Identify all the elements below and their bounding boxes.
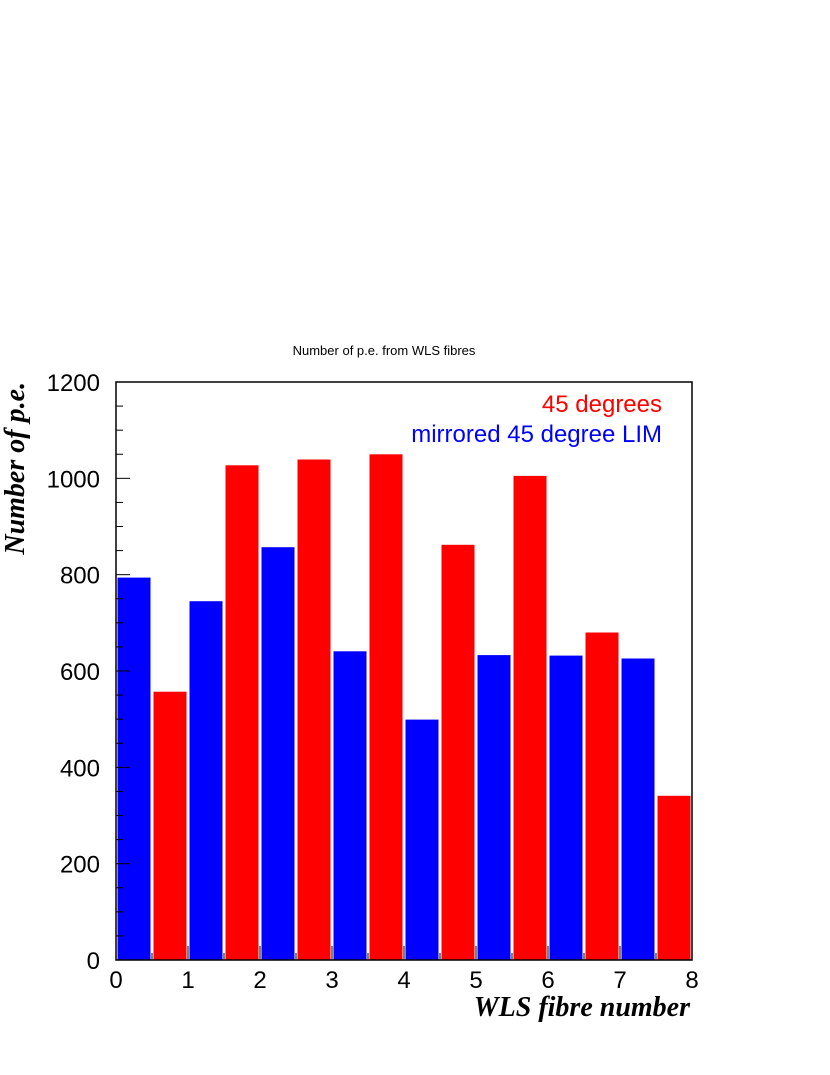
x-tick-label: 0 xyxy=(109,967,122,994)
x-axis-title: WLS fibre number xyxy=(474,992,691,1023)
tick-labels-layer: 0 1 2 3 4 5 6 7 8 0 200 400 600 800 1000 1200 xyxy=(47,370,699,994)
bar-series-1-6 xyxy=(549,655,583,960)
x-tick-label: 8 xyxy=(685,967,698,994)
y-tick-label: 1200 xyxy=(47,370,100,397)
bar-series-0-0 xyxy=(153,691,187,960)
bar-series-1-3 xyxy=(333,651,367,960)
y-tick-label: 400 xyxy=(60,755,100,782)
bar-series-0-6 xyxy=(585,632,619,960)
bar-series-0-5 xyxy=(513,475,547,960)
x-tick-label: 5 xyxy=(469,967,482,994)
bar-series-1-2 xyxy=(261,547,295,960)
y-axis-title: Number of p.e. xyxy=(0,382,31,556)
bar-series-1-4 xyxy=(405,719,439,960)
bars-layer xyxy=(117,454,691,961)
legend-entry-mirrored-lim: mirrored 45 degree LIM xyxy=(411,421,662,448)
x-tick-label: 2 xyxy=(253,967,266,994)
bar-series-0-3 xyxy=(369,454,403,961)
y-tick-label: 200 xyxy=(60,852,100,879)
bar-series-1-7 xyxy=(621,658,655,960)
x-tick-label: 7 xyxy=(613,967,626,994)
bar-series-1-0 xyxy=(117,577,151,960)
legend-entry-45-degrees: 45 degrees xyxy=(542,391,662,418)
plot-frame xyxy=(115,381,693,961)
bar-series-1-5 xyxy=(477,655,511,960)
y-tick-label: 1000 xyxy=(47,466,100,493)
y-tick-label: 800 xyxy=(60,563,100,590)
bar-series-0-7 xyxy=(657,795,691,960)
y-tick-label: 0 xyxy=(87,948,100,975)
bar-series-0-2 xyxy=(297,459,331,960)
chart-title: Number of p.e. from WLS fibres xyxy=(293,343,476,358)
bar-series-0-1 xyxy=(225,465,259,960)
x-tick-label: 6 xyxy=(541,967,554,994)
bar-series-0-4 xyxy=(441,544,475,960)
x-tick-label: 1 xyxy=(181,967,194,994)
x-tick-label: 3 xyxy=(325,967,338,994)
bar-series-1-1 xyxy=(189,601,223,960)
y-tick-label: 600 xyxy=(60,659,100,686)
x-tick-label: 4 xyxy=(397,967,410,994)
